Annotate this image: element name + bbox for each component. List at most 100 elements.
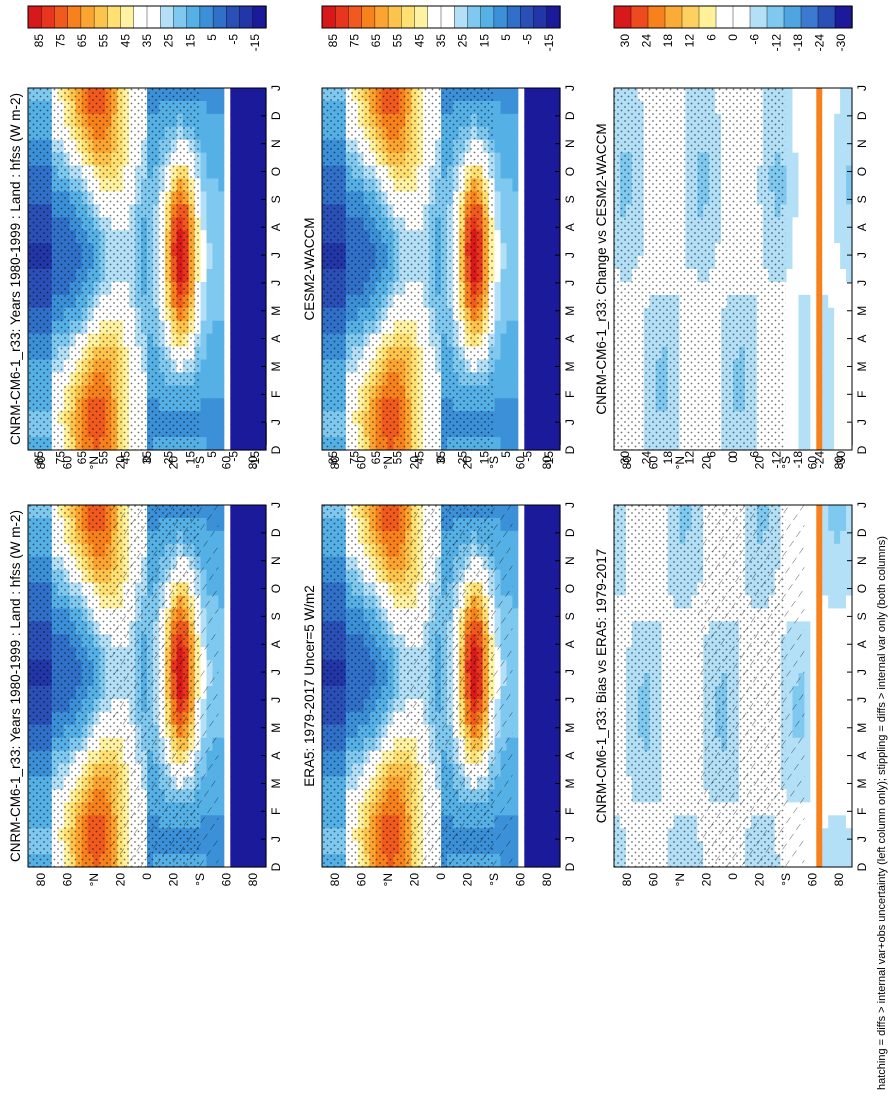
heatmap-cell [236,595,243,610]
heatmap-cell [810,802,817,816]
month-tick-label: O [269,584,283,593]
heatmap-cell [846,621,853,635]
heatmap-cell [548,841,555,855]
colorbar-label: 85 [326,451,340,465]
month-tick-label: J [269,502,283,508]
month-tick-label: A [563,640,577,648]
heatmap-cell [542,776,549,791]
lat-tick-label: 0 [434,873,448,880]
colorbar-label: 45 [412,451,426,465]
heatmap-cell [230,152,237,167]
heatmap-cell [218,437,225,451]
heatmap-cell [816,556,823,571]
heatmap-cell [530,828,537,842]
heatmap-cell [822,698,829,713]
heatmap-cell [834,530,841,545]
heatmap-cell [828,854,835,868]
month-tick-label: A [269,752,283,760]
colorbar-swatch [239,5,254,29]
heatmap-cell [834,841,841,855]
heatmap-cell [254,505,261,519]
heatmap-cell [816,776,823,791]
colorbar-swatch [120,5,135,29]
heatmap-cell [254,686,261,700]
colorbar-label: -6 [748,451,762,462]
heatmap-cell [822,647,829,661]
heatmap-cell [548,505,555,519]
heatmap-cell [512,854,519,868]
heatmap-cell [254,841,261,855]
heatmap-cell [804,582,811,597]
heatmap-cell [524,854,531,868]
colorbar-label: 12 [683,451,697,465]
heatmap-cell [200,126,208,141]
month-tick-label: A [563,752,577,760]
heatmap-cell [224,139,231,154]
heatmap-cell [512,686,519,700]
heatmap-cell [224,243,231,257]
heatmap-cell [524,686,531,700]
heatmap-cell [248,569,255,584]
heatmap-cell [212,152,219,167]
colorbar-label: -15 [542,451,556,469]
heatmap-cell [236,385,243,399]
heatmap-cell [548,828,555,842]
heatmap-cell [554,582,561,597]
heatmap-cell [206,152,214,167]
lat-tick-label: 80 [246,456,260,470]
heatmap-cell [200,333,208,348]
heatmap-cell [254,269,261,283]
heatmap-cell [248,372,255,386]
heatmap-cell [254,582,261,597]
heatmap-cell [218,269,225,283]
heatmap-cell [230,737,237,752]
heatmap-cell [524,698,531,713]
heatmap-cell [260,711,267,726]
heatmap-cell [828,556,835,571]
heatmap-cell [254,139,261,154]
heatmap-cell [218,582,225,597]
heatmap-cell [248,815,255,829]
heatmap-cell [254,556,261,571]
heatmap-cell [530,724,537,739]
heatmap-cell [548,608,555,622]
heatmap-cell [224,359,231,374]
heatmap-cell [248,437,255,451]
heatmap-cell [224,320,231,335]
heatmap-cell [248,126,255,141]
heatmap-cell [248,230,255,244]
heatmap-cell [260,815,267,829]
heatmap-cell [218,191,225,205]
heatmap-cell [218,307,225,322]
heatmap-cell [804,737,811,752]
heatmap-cell [254,621,261,635]
month-tick-label: J [269,280,283,286]
heatmap-cell [242,763,249,778]
colorbar-label: 15 [477,451,491,465]
colorbar-label: 24 [639,451,653,465]
heatmap-cell [816,621,823,635]
heatmap-cell [554,543,561,558]
heatmap-cell [524,517,531,532]
heatmap-cell [518,621,525,635]
heatmap-cell [248,256,255,270]
colorbar-label: 6 [704,451,718,458]
lat-tick-label: 20 [408,873,422,887]
heatmap-cell [804,595,811,610]
heatmap-cell [218,359,225,374]
heatmap-cell [224,505,231,519]
heatmap-cell [548,569,555,584]
heatmap-cell [822,595,829,610]
heatmap-cell [254,411,261,425]
heatmap-cell [200,204,208,218]
heatmap-cell [236,724,243,739]
heatmap-cell [554,634,561,648]
heatmap-cell [518,517,525,532]
heatmap-cell [248,411,255,425]
heatmap-cell [200,243,208,257]
colorbar-label: 25 [162,451,176,465]
heatmap-cell [524,647,531,661]
heatmap-cell [816,660,823,674]
lat-tick-label: °N [673,873,687,886]
heatmap-cell [218,217,225,231]
